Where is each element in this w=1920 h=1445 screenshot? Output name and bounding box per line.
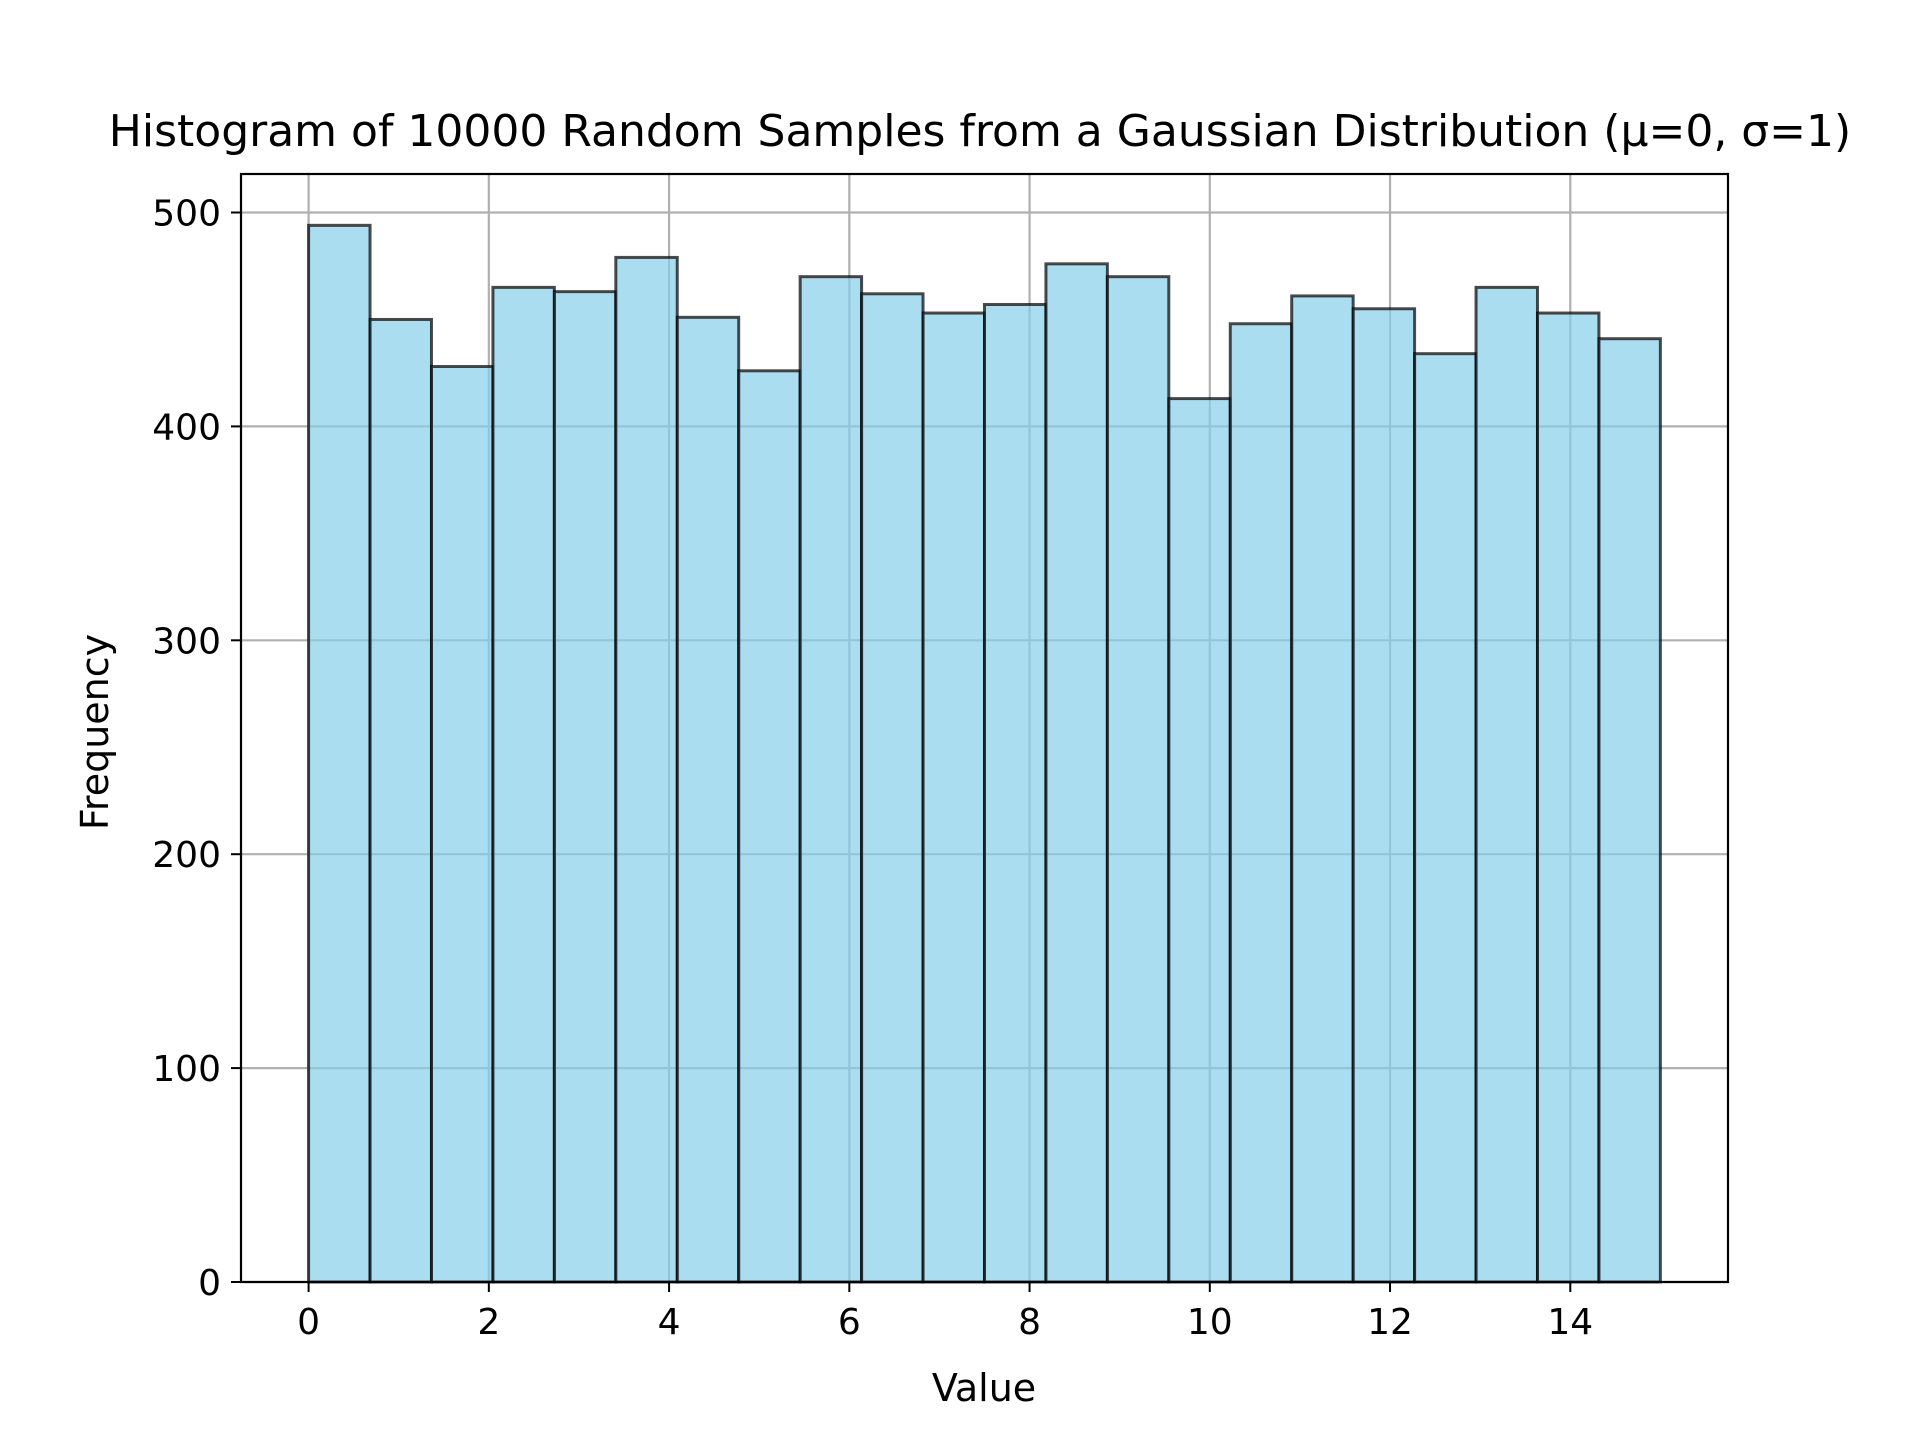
x-tick-label: 2 bbox=[477, 1302, 500, 1343]
histogram-bar bbox=[737, 369, 802, 1284]
x-axis-label: Value bbox=[932, 1366, 1036, 1410]
x-tick-label: 0 bbox=[297, 1302, 320, 1343]
histogram-bar bbox=[491, 285, 556, 1284]
chart-title: Histogram of 10000 Random Samples from a… bbox=[109, 106, 1851, 157]
y-axis-label: Frequency bbox=[73, 634, 117, 830]
histogram-bar bbox=[429, 365, 495, 1284]
y-tick-label: 0 bbox=[198, 1263, 221, 1304]
histogram-bar bbox=[1290, 294, 1355, 1284]
histogram-bar bbox=[1167, 397, 1232, 1284]
histogram-bar bbox=[552, 290, 618, 1284]
histogram-bar bbox=[1474, 285, 1539, 1284]
histogram-bar bbox=[982, 302, 1048, 1284]
y-tick-label: 200 bbox=[152, 835, 221, 876]
histogram-bar bbox=[921, 311, 986, 1284]
histogram-bar bbox=[675, 315, 741, 1284]
histogram-bar bbox=[1597, 337, 1662, 1284]
x-tick-label: 8 bbox=[1018, 1302, 1041, 1343]
histogram-bars bbox=[307, 223, 1662, 1284]
histogram-bar bbox=[1105, 275, 1171, 1284]
x-tick-label: 14 bbox=[1547, 1302, 1593, 1343]
x-tick-label: 4 bbox=[658, 1302, 681, 1343]
plot-area-frame bbox=[239, 172, 1730, 1284]
histogram-bar bbox=[1413, 352, 1478, 1284]
x-tick-label: 6 bbox=[838, 1302, 861, 1343]
histogram-bar bbox=[1228, 322, 1294, 1284]
histogram-bar bbox=[614, 255, 679, 1284]
histogram-bar bbox=[1535, 311, 1601, 1284]
histogram-bar bbox=[1044, 262, 1109, 1284]
histogram-bar bbox=[1351, 307, 1417, 1284]
histogram-bar bbox=[307, 223, 372, 1284]
x-tick-label: 10 bbox=[1187, 1302, 1233, 1343]
histogram-bar bbox=[798, 275, 864, 1284]
histogram-bar bbox=[368, 317, 433, 1284]
y-tick-label: 300 bbox=[152, 621, 221, 662]
y-tick-label: 400 bbox=[152, 407, 221, 448]
histogram-bar bbox=[860, 292, 925, 1284]
y-tick-label: 100 bbox=[152, 1049, 221, 1090]
x-tick-label: 12 bbox=[1367, 1302, 1413, 1343]
y-tick-label: 500 bbox=[152, 194, 221, 235]
axis-ticks: 0 2 4 6 8 10 12 14 0 100 200 300 400 500 bbox=[152, 194, 1593, 1343]
